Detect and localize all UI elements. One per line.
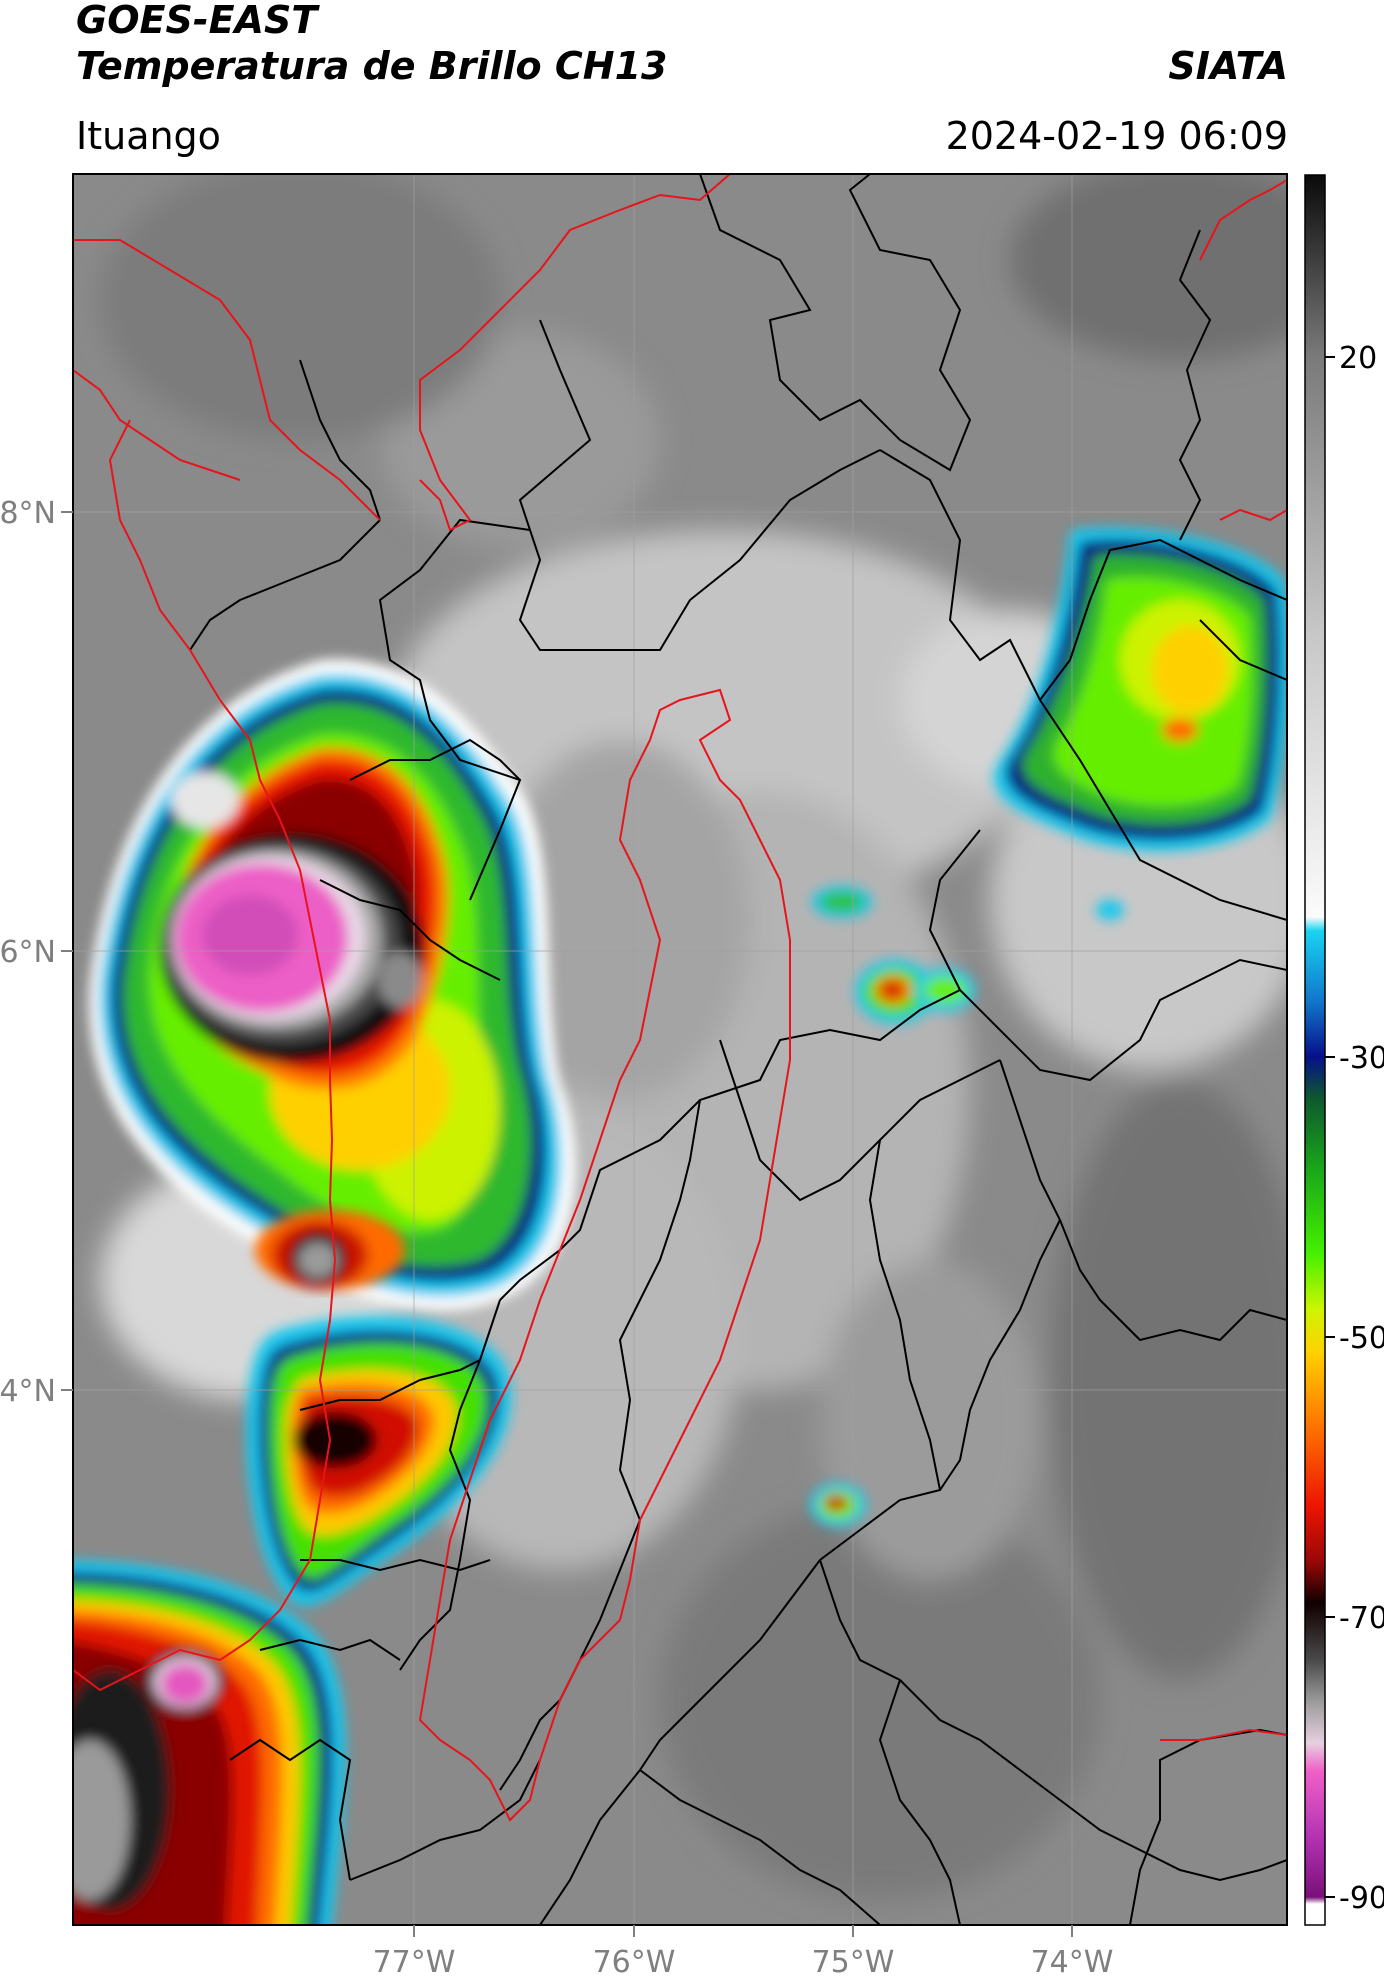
lon-label-74w: 74°W [1031, 1945, 1114, 1980]
colorbar-tick-label: -50 [1339, 1321, 1384, 1356]
title-line-1: GOES-EAST [76, 0, 318, 42]
region-label: Ituango [76, 114, 221, 158]
colorbar: 20 -30 -50 -70 -90 [1304, 174, 1384, 1926]
lon-label-77w: 77°W [373, 1945, 456, 1980]
colorbar-tick-label: -30 [1339, 1041, 1384, 1076]
lon-label-75w: 75°W [812, 1945, 895, 1980]
department-boundaries [189, 174, 1287, 1925]
storm-west [89, 659, 576, 1311]
colorbar-bar [1304, 174, 1326, 1926]
lon-label-76w: 76°W [593, 1945, 676, 1980]
storm-southwest [73, 1560, 346, 1925]
colorbar-tick-label: 20 [1339, 341, 1377, 376]
storm-cell-center [255, 1210, 405, 1290]
country-boundaries [73, 174, 1287, 1822]
lat-label-8n: 8°N [0, 496, 56, 531]
lat-label-6n: 6°N [0, 935, 56, 970]
map-frame [72, 173, 1288, 1926]
map-panel [73, 174, 1287, 1925]
datetime-label: 2024-02-19 06:09 [945, 114, 1288, 158]
axis-ticks [61, 511, 1073, 1937]
title-line-2: Temperatura de Brillo CH13 [76, 44, 668, 88]
graticule [73, 174, 1287, 1925]
colorbar-ticks: 20 -30 -50 -70 -90 [1325, 341, 1384, 1916]
colorbar-tick-label: -70 [1339, 1601, 1384, 1636]
colorbar-tick-label: -90 [1339, 1881, 1384, 1916]
lat-label-4n: 4°N [0, 1374, 56, 1409]
agency-label: SIATA [1168, 44, 1288, 88]
